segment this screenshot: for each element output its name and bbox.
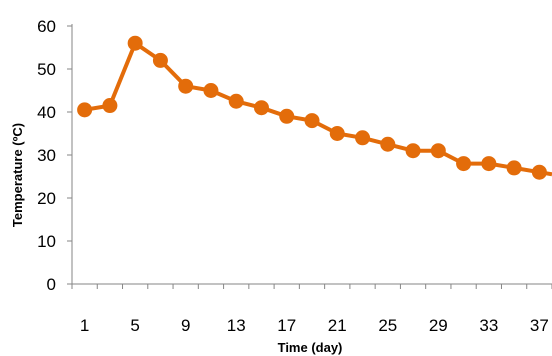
data-point — [253, 100, 269, 116]
data-point — [481, 156, 497, 172]
y-axis-ticks: 0 10 20 30 40 50 60 — [37, 17, 72, 294]
y-tick-label: 10 — [37, 232, 56, 251]
data-point — [102, 98, 118, 114]
y-tick-label: 60 — [37, 17, 56, 36]
data-point — [203, 83, 219, 98]
data-point — [152, 52, 168, 68]
data-series — [77, 35, 552, 180]
x-tick-label: 5 — [130, 316, 139, 335]
data-point — [405, 143, 421, 159]
data-point — [304, 113, 320, 129]
x-tick-label: 17 — [277, 316, 296, 335]
x-axis-title: Time (day) — [278, 340, 343, 355]
data-point — [506, 160, 522, 176]
y-axis-title: Temperature (ºC) — [10, 123, 25, 227]
data-point — [178, 78, 194, 94]
data-point — [228, 93, 244, 109]
y-tick-label: 0 — [47, 275, 56, 294]
data-point — [531, 164, 547, 180]
data-point — [279, 108, 295, 124]
y-tick-label: 30 — [37, 146, 56, 165]
data-point — [127, 35, 143, 51]
data-point — [456, 156, 472, 172]
x-tick-label: 29 — [429, 316, 448, 335]
data-point — [329, 126, 345, 141]
data-point — [77, 102, 93, 118]
data-point — [380, 136, 396, 152]
x-axis-ticks: 1 5 9 13 17 21 25 29 33 37 — [71, 284, 552, 335]
y-tick-label: 50 — [37, 60, 56, 79]
y-tick-label: 40 — [37, 103, 56, 122]
x-tick-label: 33 — [479, 316, 498, 335]
x-tick-label: 13 — [227, 316, 246, 335]
x-tick-label: 9 — [181, 316, 190, 335]
x-tick-label: 37 — [530, 316, 549, 335]
x-tick-label: 21 — [328, 316, 347, 335]
y-tick-label: 20 — [37, 189, 56, 208]
data-point — [430, 143, 446, 159]
data-point — [355, 130, 371, 146]
chart-axes — [71, 24, 552, 285]
x-tick-label: 25 — [378, 316, 397, 335]
x-tick-label: 1 — [80, 316, 89, 335]
